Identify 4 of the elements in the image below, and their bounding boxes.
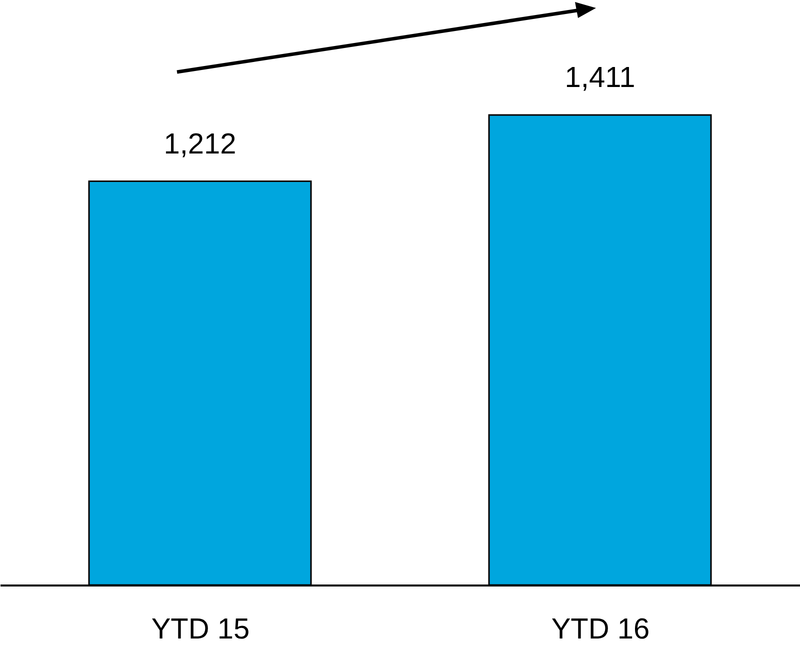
x-tick-label: YTD 15	[151, 614, 250, 646]
data-label: 1,411	[564, 62, 636, 94]
x-tick-label: YTD 16	[551, 614, 650, 646]
data-label: 1,212	[164, 128, 236, 160]
